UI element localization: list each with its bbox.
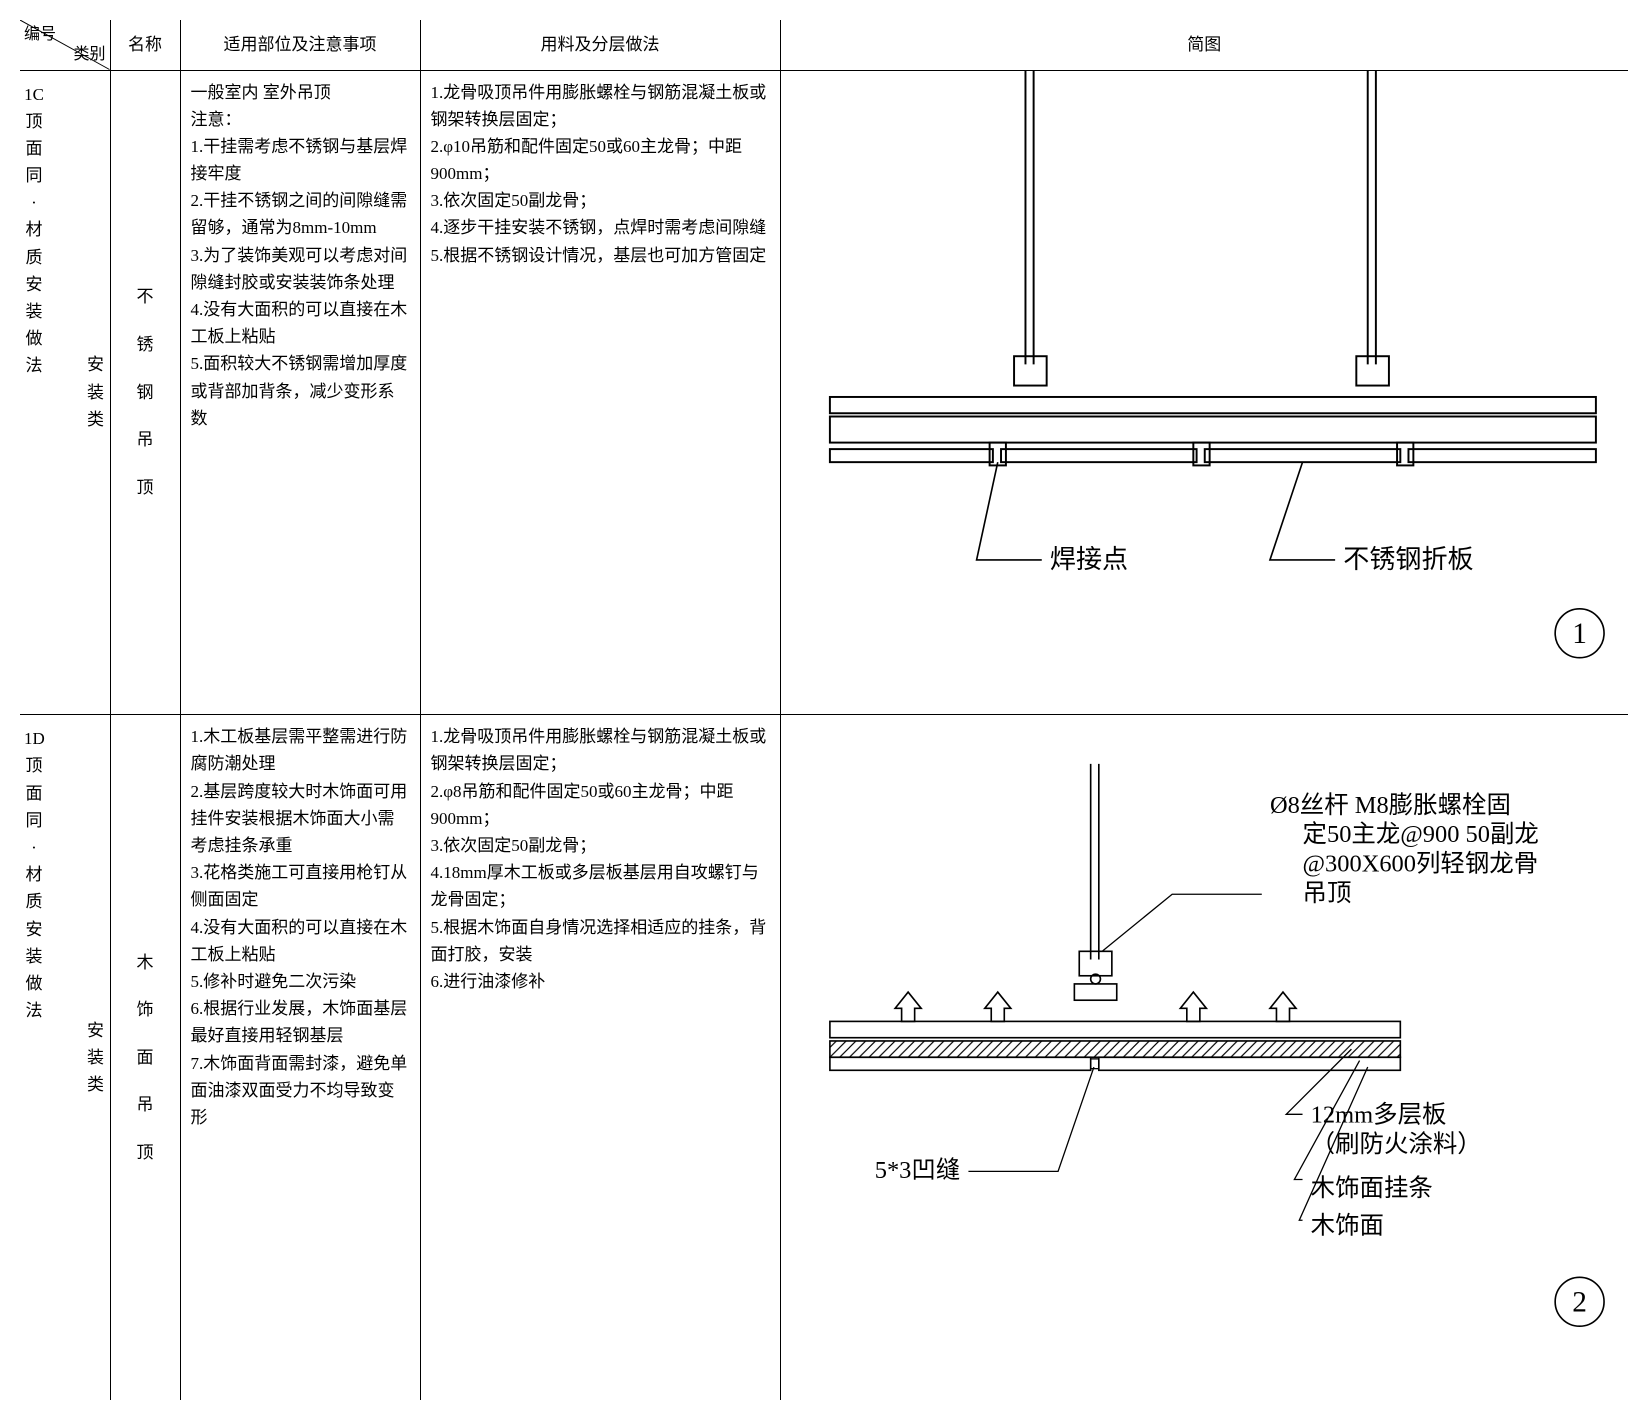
header-id-tl: 编号 xyxy=(24,22,56,48)
diagram-label: 不锈钢折板 xyxy=(1343,545,1473,574)
diagram-label: 焊接点 xyxy=(1049,545,1127,574)
id-cell: 1C顶面同·材质安装做法 安装类 xyxy=(20,70,110,715)
method-cell: 1.龙骨吸顶吊件用膨胀螺栓与钢筋混凝土板或钢架转换层固定； 2.φ8吊筋和配件固… xyxy=(420,715,780,1400)
diagram-number: 1 xyxy=(1572,618,1587,650)
diagram-cell: Ø8丝杆 M8膨胀螺栓固 定50主龙@900 50副龙 @300X600列轻钢龙… xyxy=(780,715,1628,1400)
diagram-label: 木饰面 xyxy=(1310,1212,1383,1240)
header-row: 编号 类别 名称 适用部位及注意事项 用料及分层做法 简图 xyxy=(20,20,1628,70)
name-cell: 木饰面吊顶 xyxy=(110,715,180,1400)
diagram-label: 5*3凹缝 xyxy=(874,1156,960,1184)
name-cell: 不锈钢吊顶 xyxy=(110,70,180,715)
scope-cell: 一般室内 室外吊顶 注意： 1.干挂需考虑不锈钢与基层焊接牢度 2.干挂不锈钢之… xyxy=(180,70,420,715)
scope-cell: 1.木工板基层需平整需进行防腐防潮处理 2.基层跨度较大时木饰面可用挂件安装根据… xyxy=(180,715,420,1400)
table-row: 1C顶面同·材质安装做法 安装类 不锈钢吊顶 一般室内 室外吊顶 注意： 1.干… xyxy=(20,70,1628,715)
diagram-2: Ø8丝杆 M8膨胀螺栓固 定50主龙@900 50副龙 @300X600列轻钢龙… xyxy=(781,715,1629,1400)
header-scope: 适用部位及注意事项 xyxy=(180,20,420,70)
method-cell: 1.龙骨吸顶吊件用膨胀螺栓与钢筋混凝土板或钢架转换层固定； 2.φ10吊筋和配件… xyxy=(420,70,780,715)
diagram-cell: 焊接点 不锈钢折板 1 xyxy=(780,70,1628,715)
diagram-label: 木饰面挂条 xyxy=(1310,1174,1432,1202)
diagram-label: Ø8丝杆 M8膨胀螺栓固 定50主龙@900 50副龙 @300X600列轻钢龙… xyxy=(1269,791,1544,907)
id-cell: 1D顶面同·材质安装做法 安装类 xyxy=(20,715,110,1400)
header-method: 用料及分层做法 xyxy=(420,20,780,70)
header-id-br: 类别 xyxy=(73,42,105,68)
spec-table: 编号 类别 名称 适用部位及注意事项 用料及分层做法 简图 1C顶面同·材质安装… xyxy=(20,20,1628,1400)
header-name: 名称 xyxy=(110,20,180,70)
table-row: 1D顶面同·材质安装做法 安装类 木饰面吊顶 1.木工板基层需平整需进行防腐防潮… xyxy=(20,715,1628,1400)
header-id: 编号 类别 xyxy=(20,20,110,70)
diagram-label: 12mm多层板 （刷防火涂料） xyxy=(1310,1101,1481,1158)
diagram-number: 2 xyxy=(1572,1287,1587,1319)
diagram-1: 焊接点 不锈钢折板 1 xyxy=(781,71,1629,715)
header-diagram: 简图 xyxy=(780,20,1628,70)
